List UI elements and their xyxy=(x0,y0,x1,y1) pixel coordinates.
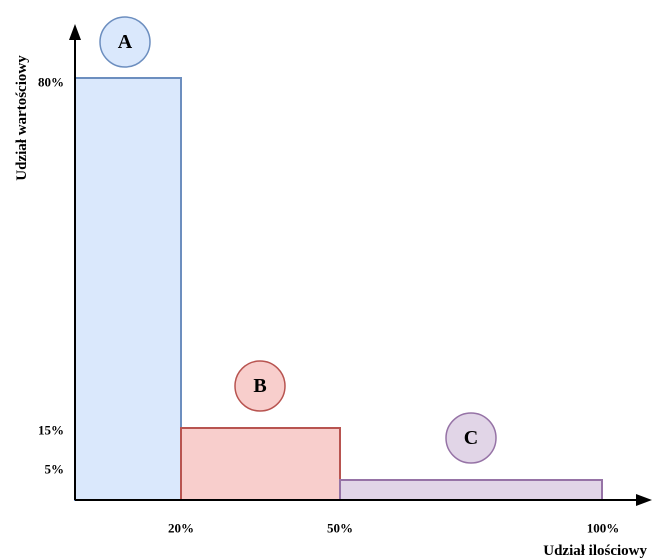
bar-a xyxy=(74,77,182,501)
bars-layer xyxy=(74,77,603,501)
category-marker-c xyxy=(445,412,497,464)
category-label-c: C xyxy=(464,427,478,449)
category-markers-layer: A B C xyxy=(99,16,497,464)
y-tick-label: 15% xyxy=(38,423,64,438)
bar-c xyxy=(339,479,603,501)
y-tick-label: 5% xyxy=(45,462,65,477)
category-marker-b xyxy=(234,360,286,412)
y-tick-label: 80% xyxy=(38,75,64,90)
x-tick-label: 20% xyxy=(168,521,194,536)
x-tick-labels: 20% 50% 100% xyxy=(168,521,619,536)
y-axis-title: Udział wartościowy xyxy=(14,55,30,181)
x-tick-label: 100% xyxy=(587,521,620,536)
x-axis-title: Udział ilościowy xyxy=(543,543,647,559)
x-tick-label: 50% xyxy=(327,521,353,536)
category-label-a: A xyxy=(118,31,133,53)
bar-b xyxy=(180,427,341,501)
y-tick-labels: 80% 15% 5% xyxy=(38,75,64,477)
category-label-b: B xyxy=(253,375,266,397)
y-axis-arrowhead xyxy=(69,24,81,40)
category-marker-a xyxy=(99,16,151,68)
x-axis-arrowhead xyxy=(636,494,652,506)
